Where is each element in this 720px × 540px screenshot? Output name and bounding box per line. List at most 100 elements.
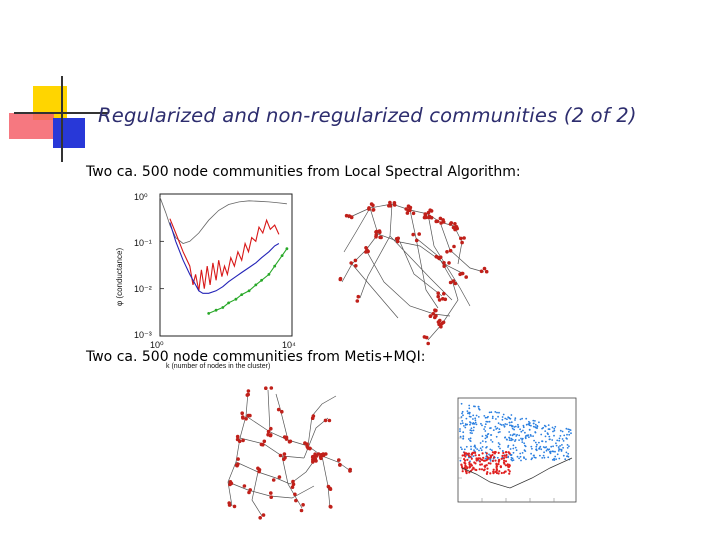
graph-node <box>365 248 369 252</box>
scatter-point <box>522 429 524 432</box>
scatter-point <box>464 423 467 425</box>
scatter-point <box>480 458 484 461</box>
scatter-point <box>497 431 500 434</box>
scatter-point <box>461 448 463 451</box>
scatter-point <box>459 428 461 430</box>
scatter-point <box>528 429 531 431</box>
scatter-point <box>519 418 522 421</box>
graph-node <box>264 386 268 390</box>
scatter-point <box>467 454 470 457</box>
graph-node <box>276 407 281 412</box>
scatter-point <box>558 457 561 460</box>
scatter-point <box>547 424 550 426</box>
scatter-point <box>485 464 488 467</box>
graph-node <box>433 315 437 320</box>
graph-node <box>328 487 333 491</box>
graph-node <box>374 233 378 237</box>
scatter-point <box>461 412 463 415</box>
scatter-point <box>466 458 469 461</box>
graph-node <box>374 230 378 234</box>
graph-node <box>349 215 354 220</box>
graph-node <box>241 415 245 419</box>
scatter-point <box>494 425 497 428</box>
scatter-point <box>484 457 487 460</box>
scatter-point <box>531 447 533 450</box>
graph-node <box>246 389 251 393</box>
graph-node <box>316 452 321 456</box>
graph-node <box>242 484 247 488</box>
scatter-point <box>525 458 527 461</box>
scatter-point <box>500 457 503 460</box>
scatter-point <box>513 428 515 431</box>
y-tick-2: 10⁻² <box>134 284 152 294</box>
scatter-point <box>466 423 469 426</box>
scatter-point <box>551 439 554 441</box>
scatter-point <box>555 442 557 445</box>
scatter-point <box>509 424 511 427</box>
graph-node <box>232 504 237 509</box>
scatter-point <box>510 456 513 459</box>
scatter-point <box>504 460 508 463</box>
scatter-point <box>530 435 532 437</box>
graph-node <box>408 205 413 210</box>
graph-node <box>235 434 240 439</box>
scatter-point <box>511 438 514 441</box>
scatter-point <box>472 451 476 454</box>
scatter-point <box>489 462 492 465</box>
graph-node <box>429 215 434 220</box>
y-tick-1: 10⁻¹ <box>134 238 152 248</box>
scatter-point <box>490 434 492 436</box>
scatter-point <box>552 430 554 433</box>
scatter-point <box>513 426 516 428</box>
scatter-point <box>568 430 570 433</box>
scatter-point <box>518 439 520 441</box>
scatter-point <box>514 439 517 441</box>
scatter-point <box>486 467 489 470</box>
scatter-point <box>466 467 469 470</box>
series-line-upper-bound <box>159 197 287 244</box>
scatter-point <box>467 438 470 440</box>
scatter-point <box>528 436 530 439</box>
scatter-point <box>534 441 537 444</box>
scatter-point <box>502 413 505 416</box>
scatter-point <box>460 402 463 405</box>
scatter-point <box>520 437 522 440</box>
scatter-point <box>492 456 496 459</box>
graph-node <box>244 417 248 421</box>
scatter-point <box>545 449 548 452</box>
graph-node <box>460 271 465 276</box>
scatter-point <box>463 458 466 461</box>
scatter-point <box>472 414 475 417</box>
scatter-point <box>468 404 471 407</box>
series-line-metis-mqi <box>169 222 280 294</box>
scatter-point <box>519 452 522 455</box>
scatter-point <box>516 455 519 458</box>
graph-node <box>294 498 298 503</box>
scatter-point <box>475 423 478 426</box>
graph-node <box>256 466 260 471</box>
scatter-point <box>485 452 488 455</box>
scatter-point <box>553 427 556 430</box>
scatter-point <box>519 455 522 458</box>
scatter-point <box>565 451 568 454</box>
scatter-point <box>567 452 570 455</box>
graph-node <box>271 478 276 482</box>
graph-node <box>462 236 466 240</box>
scatter-point <box>473 423 476 425</box>
scatter-point <box>535 448 537 451</box>
scatter-point <box>520 430 523 433</box>
scatter-point <box>477 405 480 408</box>
scatter-point <box>461 470 464 473</box>
scatter-point <box>557 446 560 448</box>
scatter-point <box>502 457 506 460</box>
scatter-point <box>497 472 500 475</box>
scatter-point <box>567 428 570 431</box>
graph-node <box>301 503 305 507</box>
graph-node <box>459 236 463 241</box>
graph-node <box>377 229 382 233</box>
y-axis-label: φ (conductance) <box>115 248 124 306</box>
scatter-point <box>514 417 517 420</box>
scatter-point <box>510 454 513 456</box>
deco-blue-block <box>53 118 85 148</box>
graph-node <box>236 462 240 466</box>
